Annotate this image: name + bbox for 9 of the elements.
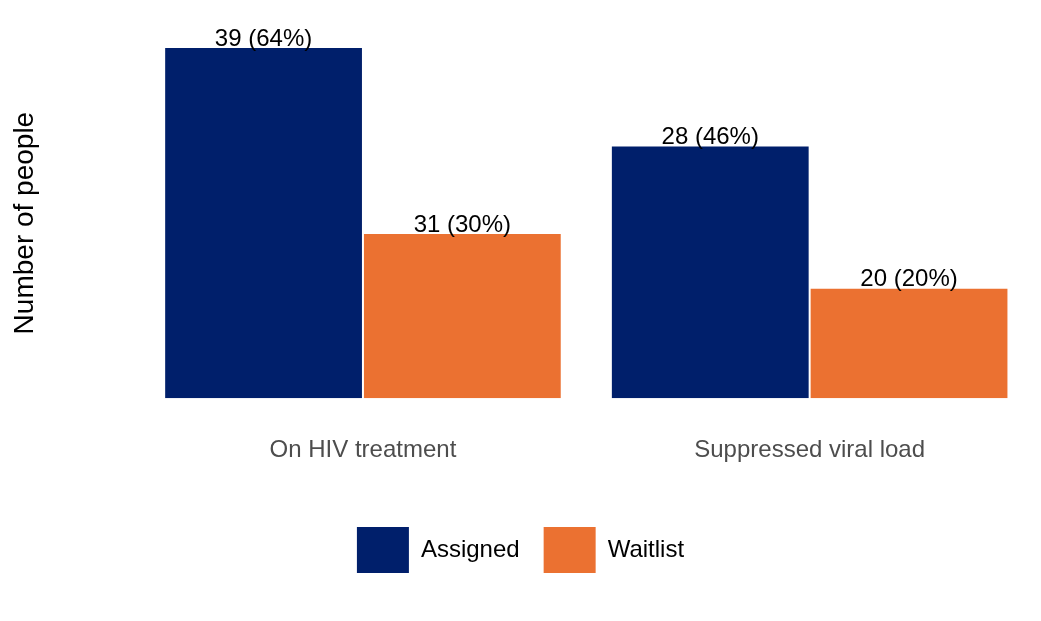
x-tick-label: Suppressed viral load (694, 435, 926, 463)
data-label: 39 (64%) (214, 23, 313, 51)
legend-label: Assigned (420, 534, 520, 562)
data-label: 20 (20%) (860, 264, 958, 292)
data-label: 31 (30%) (413, 209, 512, 237)
data-label: 28 (46%) (661, 122, 759, 150)
y-axis-title: Number of people (7, 111, 39, 335)
x-tick-label: On HIV treatment (269, 435, 457, 463)
legend-label: Waitlist (607, 534, 685, 562)
